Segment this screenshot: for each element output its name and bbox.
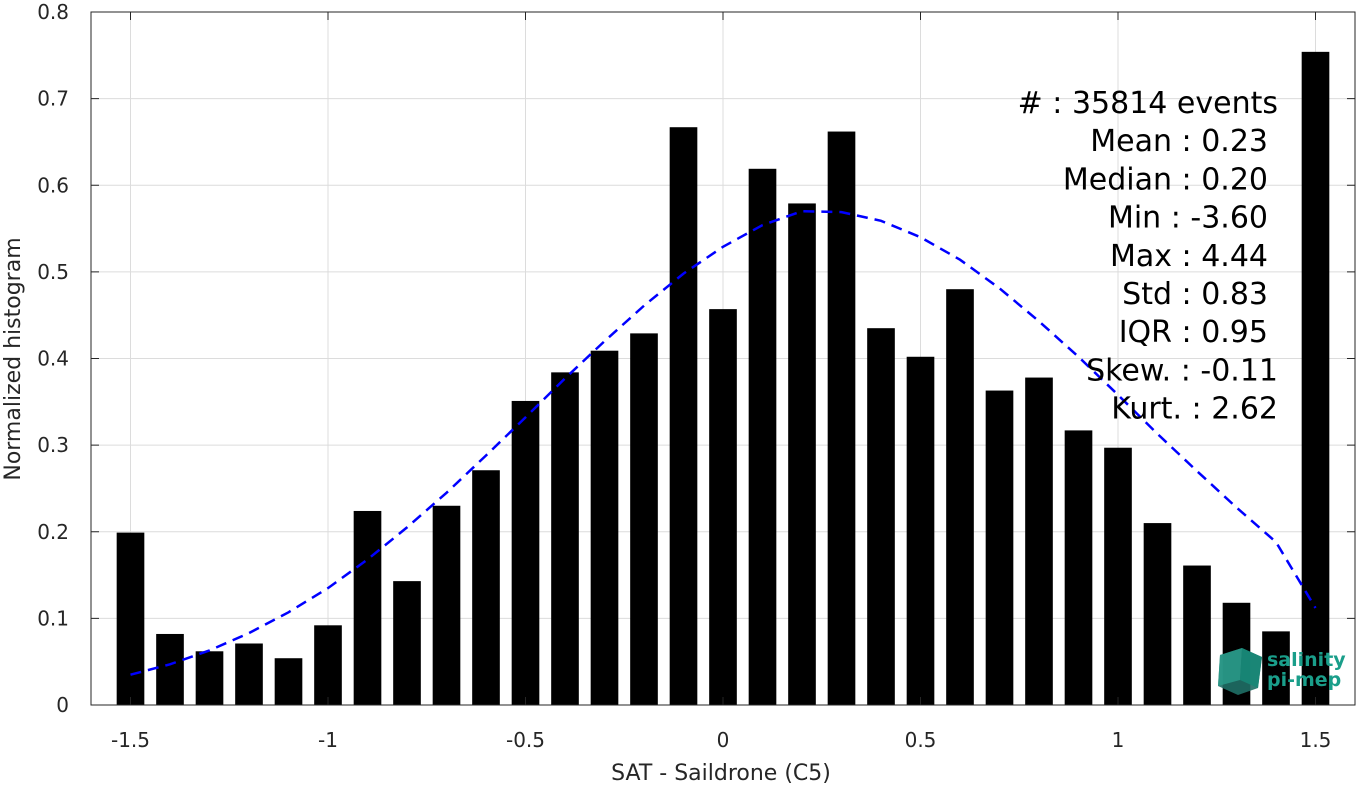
- cube-logo-icon: [1218, 648, 1262, 695]
- histogram-bar: [1262, 631, 1290, 705]
- histogram-bar: [353, 510, 382, 705]
- stat-line: Median : 0.20: [1063, 162, 1268, 197]
- y-tick-label: 0.2: [37, 520, 69, 544]
- histogram-bar: [709, 309, 737, 705]
- histogram-bar: [985, 390, 1014, 705]
- stat-line: Min : -3.60: [1108, 201, 1268, 236]
- histogram-bar: [156, 633, 184, 705]
- x-axis-label: SAT - Saildrone (C5): [611, 761, 831, 785]
- stat-line: Std : 0.83: [1122, 277, 1268, 312]
- y-tick-label: 0.1: [37, 606, 69, 630]
- histogram-bars: [116, 51, 1330, 706]
- y-tick-label: 0: [56, 693, 69, 717]
- x-tick-label: 0.5: [905, 728, 937, 752]
- histogram-bar: [1183, 565, 1211, 705]
- logo-line-2: pi-mep: [1267, 669, 1341, 691]
- y-axis-label: Normalized histogram: [1, 237, 26, 480]
- histogram-bar: [235, 643, 263, 705]
- logo-line-1: salinity: [1267, 649, 1346, 671]
- stat-line: Mean : 0.23: [1090, 124, 1268, 159]
- histogram-bar: [630, 333, 658, 705]
- stat-line: IQR : 0.95: [1119, 315, 1268, 350]
- stat-line: Kurt. : 2.62: [1111, 392, 1278, 427]
- y-axis-ticks: 0 0.1 0.2 0.3 0.4 0.5 0.6 0.7 0.8: [37, 0, 1355, 717]
- x-tick-label: 1.5: [1300, 728, 1332, 752]
- histogram-bar: [393, 581, 421, 705]
- histogram-bar: [788, 203, 816, 705]
- histogram-bar: [1301, 51, 1330, 706]
- stat-line: Max : 4.44: [1110, 239, 1268, 274]
- histogram-bar: [195, 651, 224, 705]
- x-tick-label: -1.5: [111, 728, 150, 752]
- x-tick-label: 0: [717, 728, 730, 752]
- histogram-bar: [669, 127, 698, 706]
- histogram-bar: [1143, 523, 1172, 705]
- histogram-bar: [946, 289, 974, 705]
- stat-line: Skew. : -0.11: [1086, 353, 1278, 388]
- histogram-bar: [314, 625, 342, 705]
- y-tick-label: 0.7: [37, 87, 69, 111]
- y-tick-label: 0.3: [37, 433, 69, 457]
- histogram-bar: [827, 131, 856, 706]
- stat-line: # : 35814 events: [1018, 86, 1278, 121]
- histogram-bar: [116, 532, 145, 705]
- y-tick-label: 0.5: [37, 260, 69, 284]
- histogram-bar: [1064, 430, 1093, 705]
- histogram-bar: [551, 372, 579, 705]
- x-axis-ticks: -1.5 -1 -0.5 0 0.5 1 1.5: [111, 12, 1331, 752]
- normal-fit-curve: [130, 209, 1317, 676]
- histogram-bar: [867, 328, 895, 705]
- histogram-bar: [906, 356, 935, 705]
- x-tick-label: 1: [1112, 728, 1125, 752]
- histogram-bar: [274, 658, 303, 705]
- y-tick-label: 0.4: [37, 347, 69, 371]
- y-tick-label: 0.8: [37, 0, 69, 24]
- histogram-bar: [432, 505, 461, 705]
- x-tick-label: -0.5: [506, 728, 545, 752]
- y-tick-label: 0.6: [37, 173, 69, 197]
- salinity-pi-mep-logo: salinity pi-mep: [1218, 648, 1346, 695]
- histogram-bar: [472, 470, 500, 705]
- histogram-bar: [511, 400, 540, 705]
- histogram-bar: [1025, 377, 1053, 705]
- x-tick-label: -1: [318, 728, 338, 752]
- histogram-bar: [1104, 447, 1132, 705]
- histogram-bar: [748, 168, 777, 705]
- histogram-bar: [590, 350, 619, 705]
